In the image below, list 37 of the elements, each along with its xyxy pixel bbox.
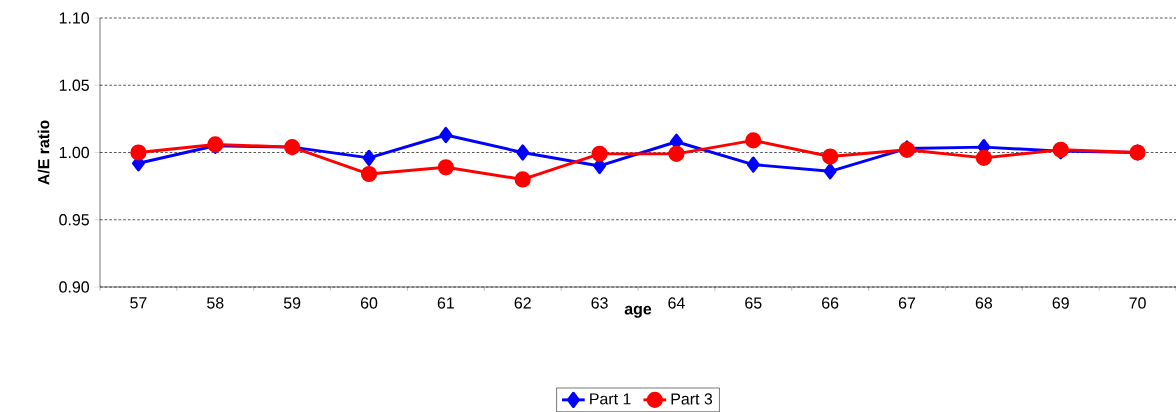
point (439, 126, 453, 144)
point (362, 149, 376, 166)
point (746, 156, 760, 173)
point (591, 145, 608, 162)
point (360, 165, 378, 183)
x-tick-label: 66 (822, 297, 839, 309)
point (514, 171, 531, 188)
x-tick-label: 62 (514, 297, 531, 309)
x-tick-label: 61 (437, 297, 454, 309)
point (668, 145, 685, 162)
x-tick-label: 57 (130, 297, 147, 309)
x-tick-label: 60 (360, 297, 378, 309)
x-tick-label: 64 (668, 297, 685, 309)
y-tick-label: 0.90 (59, 281, 90, 293)
point (516, 144, 530, 161)
point (823, 163, 837, 180)
point (130, 144, 147, 161)
y-tick-label: 1.05 (59, 79, 89, 91)
x-axis-title: age (624, 305, 652, 318)
x-tick-label: 65 (745, 297, 762, 309)
x-tick-label: 58 (207, 297, 224, 309)
x-tick-label: 67 (898, 297, 916, 309)
legend-label: Part 1 (590, 393, 631, 405)
x-tick-label: 59 (283, 297, 301, 309)
x-tick-label: 69 (1052, 297, 1069, 309)
point (745, 132, 762, 149)
y-tick-label: 1.10 (59, 12, 90, 24)
x-tick-label: 63 (591, 297, 608, 309)
x-tick-label: 70 (1129, 297, 1146, 309)
y-axis-title: A/E ratio (37, 120, 50, 185)
x-tick-label: 68 (975, 297, 993, 309)
y-tick-label: 1.00 (59, 146, 90, 159)
y-tick-label: 0.95 (59, 214, 89, 226)
legend-label: Part 3 (671, 393, 713, 405)
point (437, 159, 454, 176)
point (822, 148, 839, 165)
point (975, 149, 992, 166)
